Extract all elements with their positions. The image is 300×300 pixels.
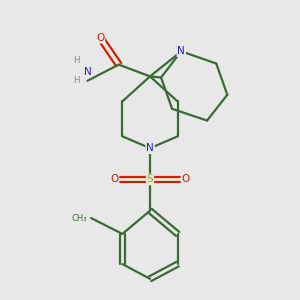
Text: O: O [110,174,118,184]
Text: O: O [182,174,190,184]
Text: S: S [147,174,153,184]
Text: N: N [146,143,154,153]
Text: N: N [177,46,185,56]
Text: CH₃: CH₃ [72,214,87,223]
Text: N: N [84,67,91,76]
Text: H: H [73,76,80,85]
Text: H: H [73,56,80,65]
Text: O: O [96,33,104,43]
